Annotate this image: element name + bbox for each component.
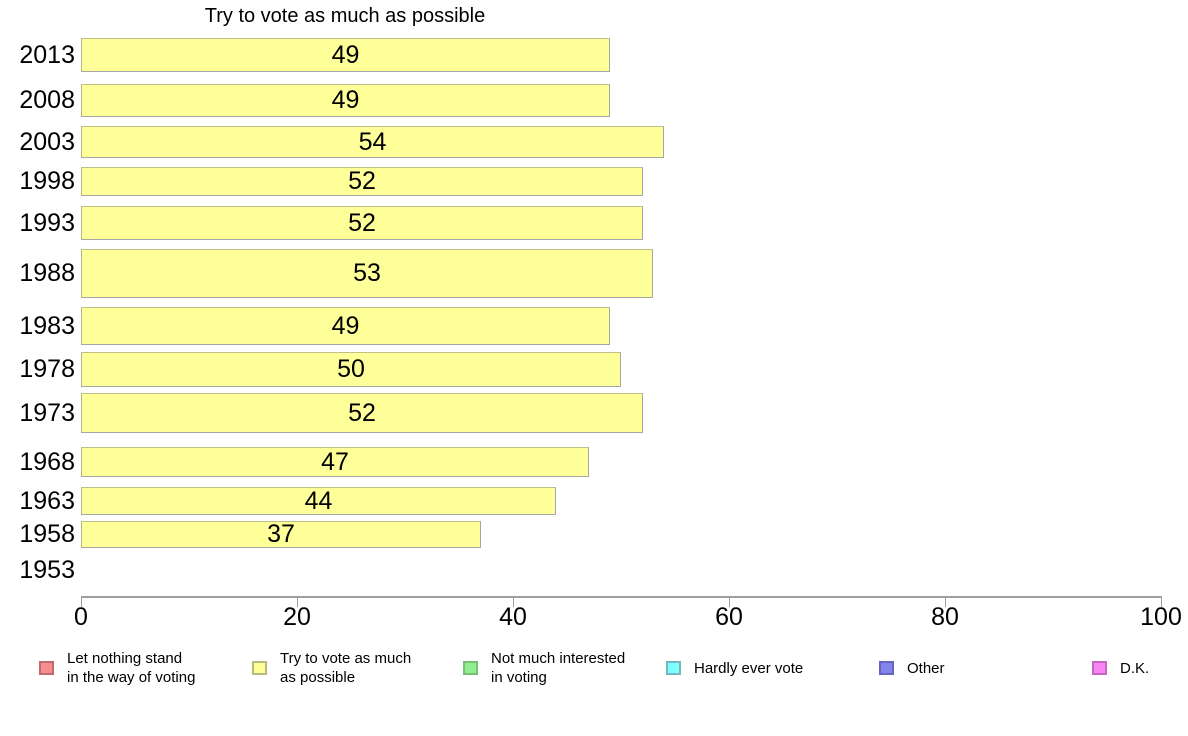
x-axis-tick — [1161, 596, 1162, 607]
year-label: 2003 — [19, 127, 75, 156]
legend-item: Other — [879, 646, 945, 690]
legend-swatch — [463, 661, 478, 675]
x-axis-tick-label: 20 — [283, 603, 311, 631]
x-axis-tick-label: 40 — [499, 603, 527, 631]
bar-value-label: 52 — [348, 167, 376, 195]
x-axis-line — [81, 596, 1162, 598]
x-axis-tick — [513, 596, 514, 607]
bar-row: 1973 52 — [0, 393, 1188, 433]
legend-item: Let nothing stand in the way of voting — [39, 646, 195, 690]
bar-row: 1983 49 — [0, 307, 1188, 345]
x-axis-tick — [945, 596, 946, 607]
legend-item: Not much interested in voting — [463, 646, 625, 690]
legend-label: D.K. — [1120, 659, 1150, 677]
bar-value-label: 49 — [331, 86, 360, 114]
legend-swatch — [666, 661, 681, 675]
legend-item: Hardly ever vote — [666, 646, 803, 690]
bar: 50 — [81, 352, 621, 387]
year-label: 1973 — [19, 398, 75, 427]
bar-value-label: 50 — [337, 355, 365, 383]
x-axis-tick-label: 60 — [715, 603, 743, 631]
legend-swatch — [1092, 661, 1107, 675]
legend-swatch — [879, 661, 894, 675]
legend-item: D.K. — [1092, 646, 1149, 690]
x-axis-tick-label: 0 — [74, 603, 88, 631]
bar: 44 — [81, 487, 556, 515]
bar-value-label: 53 — [353, 259, 381, 287]
year-label: 1988 — [19, 259, 75, 287]
bar-row: 2008 49 — [0, 84, 1188, 117]
bar: 37 — [81, 520, 481, 548]
bar-value-label: 54 — [358, 127, 387, 156]
x-axis-tick-label: 100 — [1140, 603, 1182, 631]
legend-label: Hardly ever vote — [694, 659, 804, 677]
year-label: 1953 — [19, 555, 75, 584]
year-label: 1963 — [19, 486, 75, 515]
bar: 52 — [81, 167, 643, 196]
legend-label: Try to vote as much as possible — [280, 650, 412, 686]
legend-item: Try to vote as much as possible — [252, 646, 411, 690]
bar-row: 1978 50 — [0, 352, 1188, 387]
bar-value-label: 37 — [267, 520, 295, 548]
year-label: 2008 — [19, 86, 75, 114]
year-label: 2013 — [19, 40, 75, 69]
bar: 54 — [81, 126, 664, 158]
year-label: 1993 — [19, 208, 75, 237]
bar-value-label: 52 — [348, 208, 376, 237]
x-axis-tick — [297, 596, 298, 607]
bar-value-label: 52 — [348, 398, 376, 427]
bar: 49 — [81, 38, 610, 72]
bar-value-label: 44 — [304, 486, 333, 515]
bar-row: 1953 — [0, 556, 1188, 584]
legend-swatch — [252, 661, 267, 675]
bar: 47 — [81, 447, 589, 477]
chart-title: Try to vote as much as possible — [204, 5, 486, 27]
bar-row: 1958 37 — [0, 520, 1188, 548]
bar-value-label: 47 — [321, 447, 349, 476]
bar: 52 — [81, 206, 643, 240]
year-label: 1968 — [19, 447, 75, 476]
legend-swatch — [39, 661, 54, 675]
legend-label: Not much interested in voting — [491, 650, 626, 686]
year-label: 1958 — [19, 520, 75, 548]
bar-row: 1963 44 — [0, 487, 1188, 515]
year-label: 1983 — [19, 311, 75, 340]
bar: 49 — [81, 84, 610, 117]
bar-value-label: 49 — [331, 40, 360, 69]
bar: 49 — [81, 307, 610, 345]
bar-value-label: 49 — [331, 311, 360, 340]
x-axis-tick-label: 80 — [931, 603, 959, 631]
x-axis-tick — [729, 596, 730, 607]
year-label: 1998 — [19, 167, 75, 195]
bar-row: 1998 52 — [0, 167, 1188, 196]
bar: 53 — [81, 249, 653, 298]
bar-row: 2003 54 — [0, 126, 1188, 158]
year-label: 1978 — [19, 355, 75, 383]
bar-row: 2013 49 — [0, 38, 1188, 72]
x-axis-tick — [81, 596, 82, 607]
legend-label: Let nothing stand in the way of voting — [67, 650, 196, 686]
bar: 52 — [81, 393, 643, 433]
legend-label: Other — [907, 659, 945, 677]
bar-row: 1988 53 — [0, 249, 1188, 298]
bar-row: 1968 47 — [0, 447, 1188, 477]
bar-row: 1993 52 — [0, 206, 1188, 240]
